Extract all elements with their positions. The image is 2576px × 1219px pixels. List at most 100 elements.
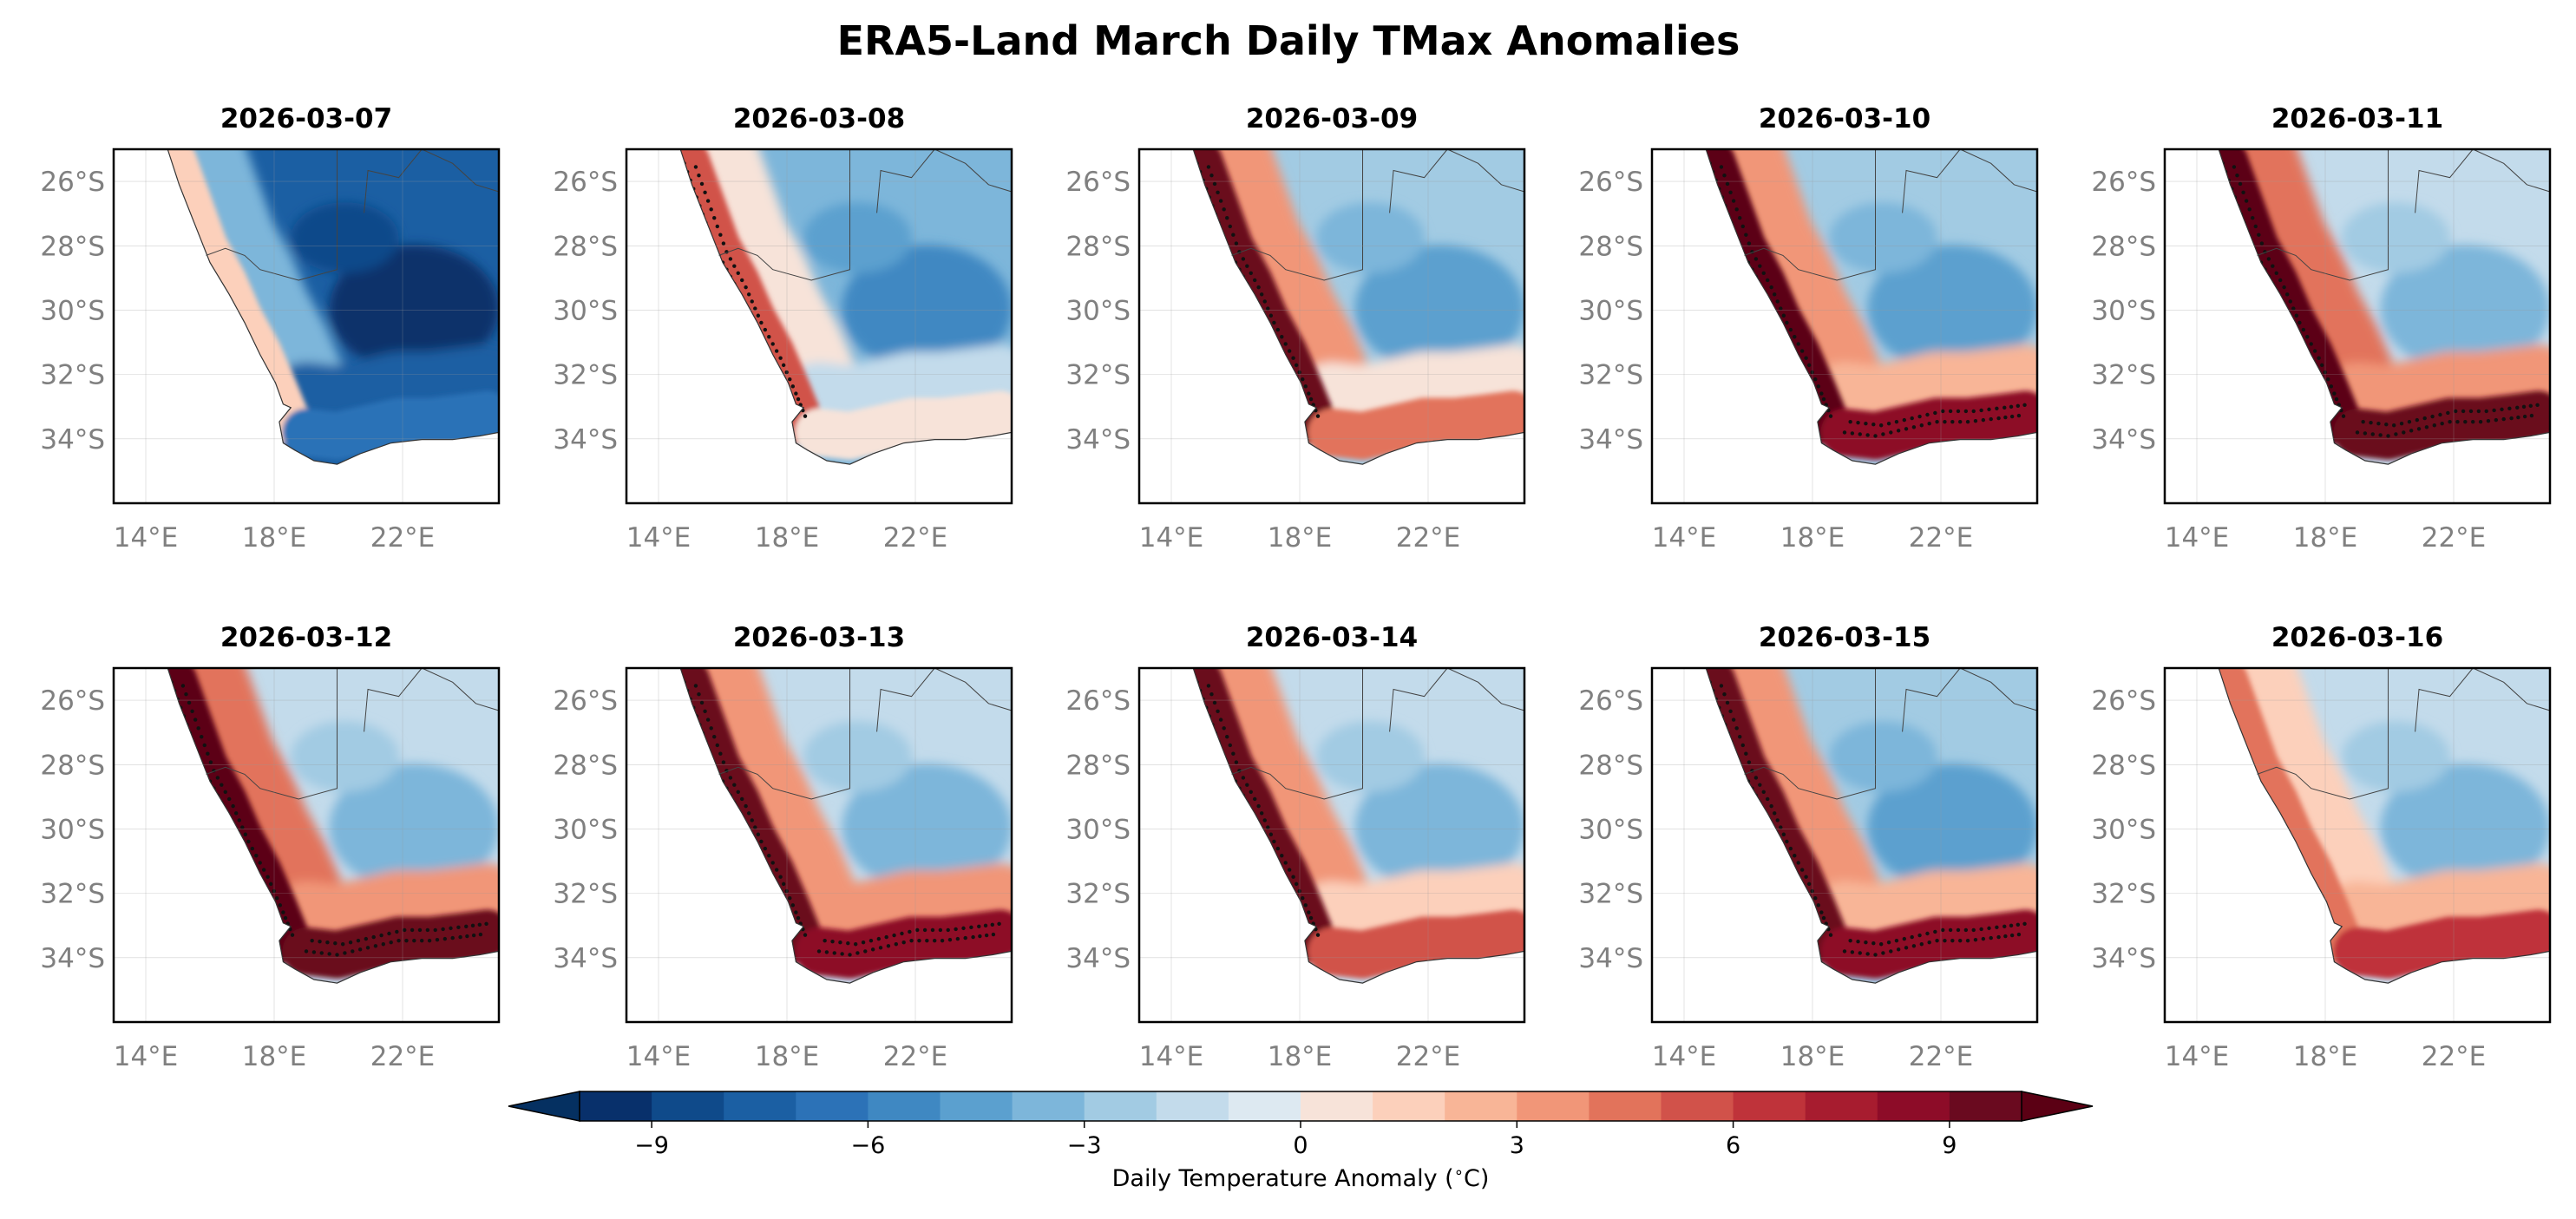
stipple-dot [2494,417,2499,423]
stipple-dot [1228,743,1232,748]
stipple-dot [1315,933,1321,937]
stipple-dot [1821,915,1826,921]
stipple-dot [1725,181,1730,187]
stipple-dot [1287,349,1292,353]
stipple-dot [703,190,707,194]
lat-tick-label: 34°S [2091,424,2156,455]
gridlines [626,149,1012,503]
stipple-dot [304,949,309,954]
stipple-dot [2022,403,2027,407]
lat-tick-label: 34°S [1065,943,1131,974]
lat-tick-label: 28°S [1065,750,1131,781]
stipple-dot [379,933,383,938]
stipple-dot [1283,342,1288,346]
stipple-dot [1902,936,1907,941]
stipple-dot [450,935,455,940]
stipple-dot [1761,271,1766,275]
stipple-dot [1308,915,1314,921]
lat-tick-label: 26°S [1578,167,1643,198]
country-border [718,149,851,281]
stipple-dot [940,938,945,943]
lon-tick-label: 18°E [2293,522,2358,554]
stipple-dot [1950,938,1955,943]
stipple-dot [243,832,248,836]
stipple-dot [855,951,860,955]
stipple-dot [1262,299,1267,304]
interior-anomaly-blob [1829,202,1937,273]
stipple-dot [1747,760,1752,764]
colorbar-segment [1012,1091,1085,1121]
lon-tick-label: 14°E [114,1041,179,1072]
lat-tick-label: 34°S [40,424,105,455]
stipple-dot [2432,423,2436,428]
interior-anomaly-blob [1829,721,1937,792]
country-border [1744,149,1877,281]
stipple-dot [2288,299,2292,304]
lat-tick-label: 32°S [1578,879,1643,910]
stipple-dot [2009,933,2015,938]
lat-tick-label: 26°S [40,685,105,717]
stipple-dot [721,760,726,764]
interior-anomaly-blob [2380,245,2550,373]
stipple-dot [763,846,768,851]
stipple-dot [389,940,393,945]
lat-tick-label: 34°S [1065,424,1131,455]
stipple-dot [1963,927,1969,933]
stipple-dot [1785,320,1789,325]
stipple-dot [753,825,757,829]
stipple-dot [892,933,896,938]
coastline [1705,148,2038,465]
stipple-dot [395,929,399,934]
stipple-dot [254,854,259,858]
lat-tick-label: 26°S [2091,167,2156,198]
lat-tick-label: 30°S [1578,814,1643,845]
stipple-dot [1222,207,1226,212]
stipple-dot [1772,292,1777,297]
lon-tick-label: 14°E [1139,522,1204,554]
stipple-dot [756,832,761,836]
stipple-dot [1828,414,1833,418]
lat-tick-label: 26°S [1578,685,1643,717]
stipple-dot [1871,423,1876,427]
stipple-dot [1766,278,1770,283]
colorbar-segment [1589,1091,1662,1121]
lon-tick-label: 14°E [1652,522,1717,554]
stipple-dot [2323,370,2327,375]
stipple-dot [917,938,921,943]
stipple-dot [1234,760,1239,764]
stipple-dot [1734,207,1739,212]
stipple-dot [2016,413,2022,418]
stipple-dot [1873,434,1878,438]
stipple-dot [2355,430,2360,435]
stipple-dot [404,938,409,943]
stipple-dot [997,921,1001,926]
stipple-dot [1889,430,1893,435]
stipple-dot [1948,927,1953,933]
stipple-dot [894,942,899,947]
map-panel: 2026-03-08 26°S 28°S 30°S 32°S 34°S 14°E 18°E 22… [553,103,1013,554]
stipple-dot [1738,734,1742,739]
stipple-dot [1973,937,1978,942]
stipple-dot [767,335,771,339]
lon-tick-label: 18°E [2293,1041,2358,1072]
coastline [679,667,1013,984]
stipple-dot [278,903,283,908]
map-panel: 2026-03-11 26°S 28°S 30°S 32°S 34°S 14°E 18°E 22… [2091,103,2552,554]
stipple-dot [1225,215,1229,220]
colorbar-segment [796,1091,868,1121]
stipple-dot [977,924,981,929]
stipple-dot [1933,929,1937,934]
stipple-dot [2529,413,2534,418]
stipple-dot [2515,405,2520,410]
stipple-dot [2407,419,2412,424]
stipple-dot [863,949,868,954]
lat-tick-label: 26°S [1065,685,1131,717]
lon-tick-label: 22°E [2422,1041,2487,1072]
lon-tick-label: 18°E [1780,1041,1845,1072]
stipple-dot [721,241,726,246]
lat-tick-label: 34°S [553,943,618,974]
stipple-dot [2003,415,2008,420]
stipple-dot [2016,403,2020,408]
stipple-dot [1902,417,1907,423]
stipple-dot [753,306,757,311]
